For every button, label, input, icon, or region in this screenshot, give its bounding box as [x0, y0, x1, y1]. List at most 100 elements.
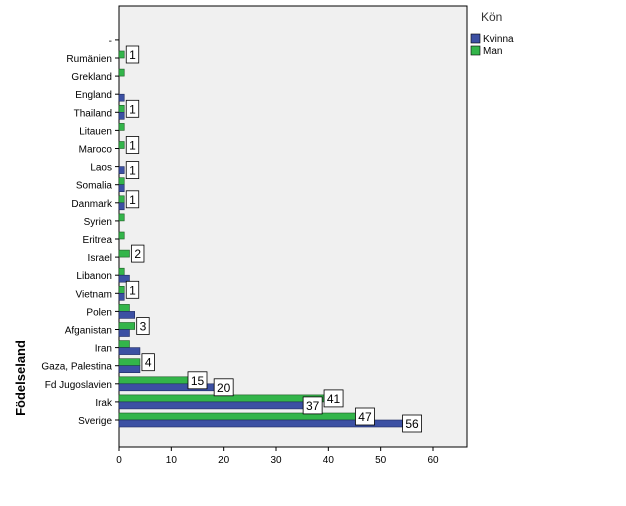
bar-man [118, 123, 125, 131]
data-label-box [125, 45, 140, 64]
y-tick-label: Gaza, Palestina [41, 362, 112, 373]
data-labels-layer: 56 47 37 41 20 15 4 3 1 2 1 1 1 1 1 [125, 45, 422, 433]
data-label-box [125, 161, 140, 180]
bar-man [118, 231, 125, 240]
y-tick-label: Danmark [71, 199, 113, 210]
bar-kvinna [118, 365, 141, 374]
bar-man [118, 304, 130, 312]
bar-man [118, 195, 125, 204]
data-label: 1 [129, 193, 136, 207]
data-label-box [125, 99, 140, 118]
data-label: 4 [145, 356, 152, 370]
data-label: 2 [134, 247, 141, 261]
data-label-box [213, 378, 234, 397]
y-tick-label: Fd Jugoslavien [45, 380, 112, 391]
y-tick-label: Rumänien [66, 54, 112, 65]
x-tick-label: 0 [116, 455, 122, 466]
data-label: 41 [327, 392, 341, 406]
x-tick-label: 40 [323, 455, 335, 466]
bar-man [118, 267, 125, 276]
bar-kvinna [118, 202, 125, 211]
legend-swatch [470, 33, 481, 44]
y-tick-label: Sverige [78, 416, 112, 427]
y-tick-label: Polen [86, 307, 112, 318]
bar-kvinna [118, 184, 125, 192]
y-tick-label: England [75, 90, 112, 101]
bar-man [118, 285, 125, 294]
y-tick-label: Grekland [71, 72, 112, 83]
x-tick-label: 50 [375, 455, 387, 466]
bar-kvinna [118, 329, 130, 337]
data-label: 1 [129, 102, 136, 116]
data-label-box [125, 280, 140, 299]
y-tick-label: - [109, 36, 112, 47]
bar-man [118, 412, 366, 421]
y-tick-label: Irak [95, 398, 113, 409]
x-tick-label: 20 [218, 455, 230, 466]
data-label: 3 [140, 320, 147, 334]
y-tick-label: Libanon [76, 271, 112, 282]
bar-man [118, 141, 125, 149]
data-label-box [141, 353, 155, 372]
bar-kvinna [118, 311, 135, 319]
data-label: 37 [306, 399, 320, 413]
bar-man [118, 376, 198, 385]
bar-kvinna [118, 383, 224, 392]
data-label-box [125, 190, 140, 209]
bar-man [118, 213, 125, 222]
y-tick-label: Syrien [84, 217, 112, 228]
y-tick-label: Litauen [79, 126, 112, 137]
data-label: 20 [217, 381, 231, 395]
data-label: 1 [129, 139, 136, 153]
legend-swatch [470, 45, 481, 56]
legend-label: Kvinna [483, 34, 514, 45]
data-label-box [302, 396, 323, 415]
bar-kvinna [118, 166, 125, 174]
bar-kvinna [118, 347, 141, 355]
y-axis-label: Födelseland [13, 340, 28, 416]
bar-man [118, 50, 125, 59]
y-tick-label: Vietnam [75, 289, 112, 300]
data-label-box [355, 407, 375, 426]
y-tick-label: Iran [95, 344, 112, 355]
data-label-box [125, 136, 140, 154]
bar-man [118, 68, 125, 77]
legend-title: Kön [481, 10, 502, 24]
y-tick-label: Somalia [76, 181, 113, 192]
data-label-box [136, 317, 150, 335]
data-label: 1 [129, 283, 136, 297]
y-tick-label: Afganistan [65, 326, 112, 337]
data-label: 1 [129, 48, 136, 62]
data-label: 47 [358, 410, 372, 424]
data-label-box [187, 371, 208, 390]
data-label-box [323, 389, 344, 408]
bar-kvinna [118, 93, 125, 102]
y-tick-label: Laos [90, 163, 112, 174]
y-tick-label: Israel [88, 253, 112, 264]
x-tick-label: 10 [166, 455, 178, 466]
bar-man [118, 249, 130, 258]
bar-kvinna [118, 401, 313, 410]
bar-kvinna [118, 292, 125, 301]
bar-man [118, 358, 141, 367]
plot-area [118, 5, 468, 448]
x-tick-label: 60 [427, 455, 439, 466]
bar-man [118, 340, 130, 348]
y-axis: Sverige Irak Fd Jugoslavien Gaza, Palestina… [41, 36, 119, 427]
data-label: 15 [191, 374, 205, 388]
y-tick-label: Maroco [79, 145, 113, 156]
data-label-box [402, 414, 422, 433]
bar-man [118, 322, 135, 330]
bar-kvinna [118, 274, 130, 283]
y-tick-label: Thailand [74, 108, 112, 119]
bar-man [118, 105, 125, 113]
data-label-box [131, 244, 145, 263]
data-label: 1 [129, 164, 136, 178]
x-axis: 0 10 20 30 40 50 60 [116, 447, 439, 466]
legend-label: Man [483, 46, 502, 57]
data-label: 56 [405, 417, 419, 431]
x-tick-label: 30 [270, 455, 282, 466]
